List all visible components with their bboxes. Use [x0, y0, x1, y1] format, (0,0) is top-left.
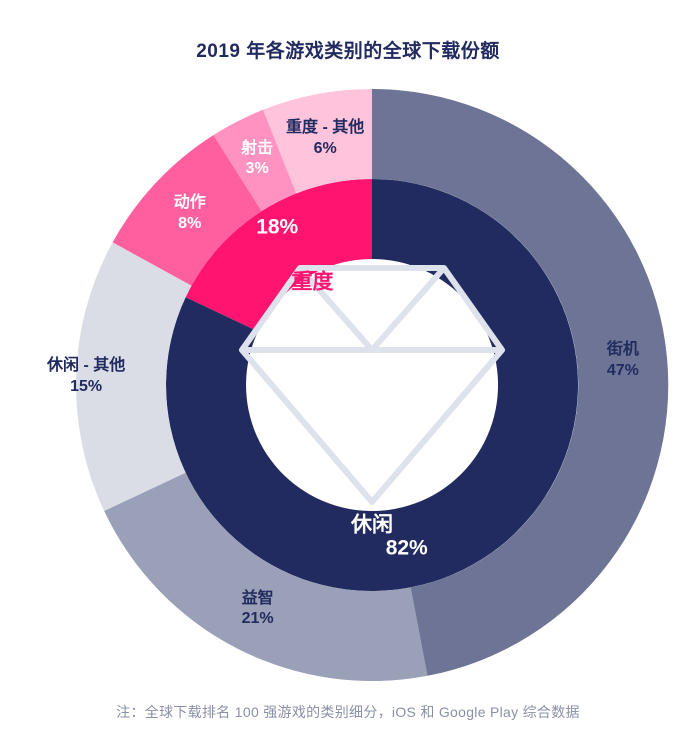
- chart-title: 2019 年各游戏类别的全球下载份额: [196, 41, 500, 62]
- outer-donut-segment: [76, 242, 192, 511]
- outer-donut-segment: [112, 135, 262, 286]
- inner-donut-segment: [165, 179, 578, 591]
- outer-donut-segment: [104, 472, 428, 682]
- diamond-facet-line: [239, 265, 505, 505]
- diamond-gem-icon: [239, 265, 505, 505]
- outer-donut-segment: [263, 89, 372, 194]
- outer-donut-segment: [213, 109, 297, 212]
- outer-donut-segment: [372, 88, 669, 676]
- diamond-facet-line: [297, 266, 447, 353]
- source-note: 注：全球下载排名 100 强游戏的类别细分，iOS 和 Google Play …: [116, 704, 580, 720]
- inner-donut-segment: [185, 178, 372, 332]
